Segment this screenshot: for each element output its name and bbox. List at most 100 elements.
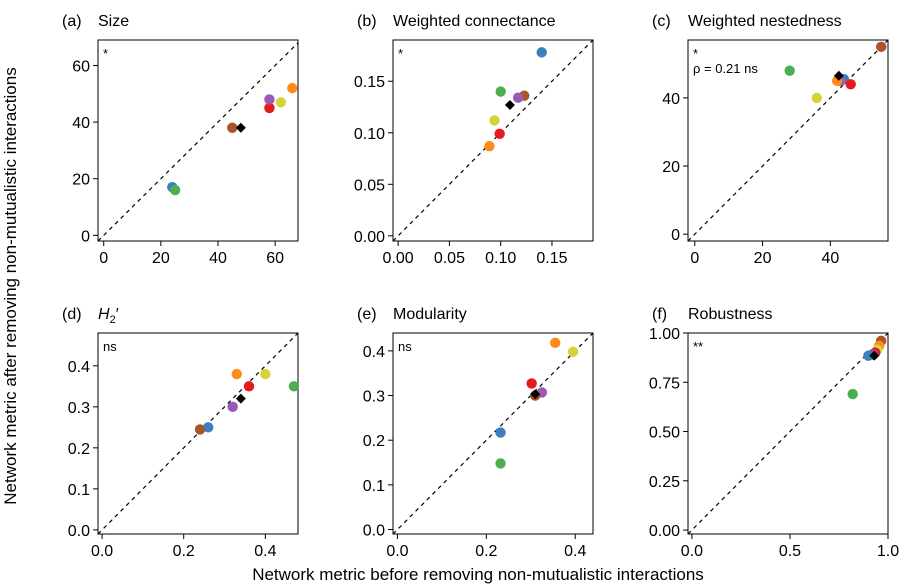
point-red: [243, 381, 255, 392]
x-tick-label: 0.0: [681, 543, 703, 560]
panel-border: [97, 332, 299, 535]
identity-line: [97, 42, 299, 242]
y-tick-label: 0.2: [68, 441, 90, 458]
y-tick-label: 0.4: [68, 359, 90, 376]
point-green: [288, 381, 300, 392]
x-tick-label: 0.4: [564, 543, 586, 560]
y-tick-label: 0.0: [68, 523, 90, 540]
panel-d: 0.0 0.2 0.4 0.0 0.1 0.2 0.3 0.4 (d) H2′ ns: [62, 306, 300, 560]
x-tick-label: 0: [690, 250, 699, 267]
point-purple: [512, 92, 524, 103]
point-purple: [227, 401, 238, 413]
panel-letter: (b): [357, 13, 377, 30]
panel-letter: (a): [62, 13, 82, 30]
y-tick-label: 0.1: [68, 482, 90, 499]
point-green: [495, 86, 506, 97]
correlation-label: ρ = 0.21 ns: [693, 61, 758, 76]
point-orange: [550, 337, 561, 349]
point-green: [169, 184, 181, 196]
point-orange: [231, 368, 242, 380]
x-tick-label: 0.4: [254, 543, 276, 560]
x-tick-label: 40: [821, 250, 839, 267]
significance-label: ns: [103, 339, 117, 354]
point-green: [784, 65, 795, 76]
point-blue: [536, 47, 547, 58]
panel-title: Modularity: [393, 306, 467, 323]
x-tick-label: 0.15: [536, 250, 567, 267]
panel-letter: (e): [357, 306, 377, 323]
x-tick-label: 0.05: [434, 250, 465, 267]
panel-border: [392, 332, 594, 535]
y-tick-label: 0.0: [363, 523, 385, 540]
point-red: [845, 79, 856, 90]
point-yellow: [489, 115, 500, 126]
point-blue: [203, 422, 214, 433]
mean-diamond: [530, 389, 541, 400]
y-tick-label: 0.50: [649, 425, 680, 442]
x-tick-label: 0.2: [475, 543, 497, 560]
x-tick-label: 0.10: [485, 250, 516, 267]
y-tick-label: 0.75: [649, 375, 680, 392]
point-yellow: [567, 346, 579, 357]
point-purple: [264, 94, 275, 105]
mean-diamond: [235, 393, 246, 404]
panel-title: Robustness: [688, 306, 773, 323]
panel-f: 0.0 0.5 1.0 0.00 0.25 0.50 0.75 1.00 (f) Robustne…: [649, 306, 899, 560]
panel-border: [97, 39, 299, 242]
significance-label: *: [693, 46, 698, 61]
panel-letter: (c): [652, 13, 671, 30]
panel-letter: (f): [652, 306, 667, 323]
panel-title: Size: [98, 13, 129, 30]
y-tick-label: 0.1: [363, 478, 385, 495]
point-yellow: [260, 368, 271, 380]
y-tick-label: 0.3: [68, 400, 90, 417]
x-tick-label: 0.0: [386, 543, 408, 560]
x-tick-label: 1.0: [877, 543, 899, 560]
point-orange: [484, 140, 495, 152]
panel-title: Weighted nestedness: [688, 13, 842, 30]
identity-line: [392, 332, 594, 535]
y-tick-label: 20: [72, 172, 90, 189]
x-tick-label: 0: [99, 250, 108, 267]
point-red: [494, 128, 505, 139]
x-tick-label: 60: [266, 250, 284, 267]
point-orange: [287, 82, 298, 94]
point-blue: [863, 350, 874, 361]
y-tick-label: 0: [81, 228, 90, 245]
significance-label: **: [693, 339, 703, 354]
panel-border: [392, 39, 594, 242]
significance-label: ns: [398, 339, 412, 354]
panel-title: Weighted connectance: [393, 13, 556, 30]
y-tick-label: 60: [72, 58, 90, 75]
identity-line: [687, 332, 889, 535]
y-tick-label: 1.00: [649, 326, 680, 343]
significance-label: *: [103, 46, 108, 61]
point-red: [526, 378, 537, 389]
point-brown: [194, 424, 206, 435]
x-tick-label: 20: [754, 250, 772, 267]
panel-a: 0 20 40 60 0 20 40 60 (a) Size *: [62, 13, 299, 267]
point-brown: [876, 41, 887, 53]
mean-diamond: [869, 350, 880, 361]
x-tick-label: 0.2: [173, 543, 195, 560]
point-yellow: [275, 97, 287, 108]
identity-line: [392, 39, 594, 242]
y-tick-label: 0: [671, 227, 680, 244]
point-green: [495, 458, 506, 469]
y-tick-label: 0.15: [354, 74, 385, 91]
x-tick-label: 20: [152, 250, 170, 267]
y-tick-label: 0.3: [363, 389, 385, 406]
point-red: [264, 102, 275, 114]
y-tick-label: 40: [72, 115, 90, 132]
y-tick-label: 0.25: [649, 474, 680, 491]
point-green: [847, 388, 858, 400]
mean-diamond: [235, 122, 246, 133]
point-blue: [495, 427, 506, 438]
panel-border: [687, 332, 889, 535]
y-tick-label: 0.10: [354, 126, 385, 143]
panel-letter: (d): [62, 306, 82, 323]
y-tick-label: 40: [662, 91, 680, 108]
x-tick-label: 40: [209, 250, 227, 267]
